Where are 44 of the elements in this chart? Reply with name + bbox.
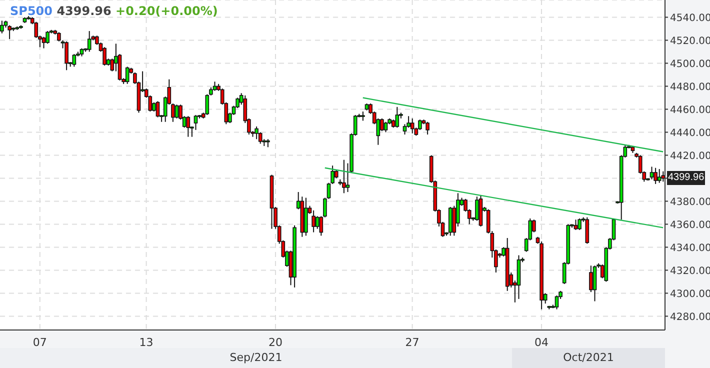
chart-title: SP500 <box>10 4 52 18</box>
candlestick <box>589 265 593 293</box>
candlestick <box>585 216 590 244</box>
text: Sep/2021 <box>0 348 512 368</box>
candlestick <box>361 111 365 122</box>
candlestick <box>0 20 4 34</box>
candlestick <box>578 218 582 230</box>
x-tick-label: 20 <box>268 336 282 349</box>
candlestick <box>574 219 578 230</box>
candlestick <box>174 104 179 119</box>
candlestick <box>426 121 430 136</box>
candlestick <box>156 100 160 118</box>
candlestick <box>87 30 92 52</box>
candlestick <box>592 265 597 302</box>
x-tick-label: 07 <box>32 336 47 349</box>
candlestick <box>254 126 258 140</box>
candlestick <box>42 36 46 49</box>
candlestick <box>194 114 198 130</box>
x-tick-label: 13 <box>139 336 154 349</box>
candlestick <box>342 159 346 194</box>
text: 4399.96 <box>667 171 706 186</box>
candlestick <box>384 121 388 133</box>
candlestick <box>125 66 130 84</box>
text: Oct/2021 <box>512 348 665 368</box>
candlestick <box>654 167 658 184</box>
candlestick <box>650 166 654 180</box>
candlestick <box>212 81 217 92</box>
candlestick <box>46 30 50 44</box>
annotation: 4399.96 <box>56 4 112 18</box>
candlestick <box>64 40 68 71</box>
candlestick <box>8 24 12 40</box>
candlestick <box>72 54 76 68</box>
candlestick <box>102 46 106 66</box>
candlestick <box>554 295 559 310</box>
candlestick <box>312 210 316 233</box>
annotation: +0.20(+0.00%) <box>116 4 218 18</box>
candlestick <box>380 118 384 132</box>
candlestick <box>186 116 190 138</box>
candlestick <box>315 216 320 230</box>
candlestick <box>395 106 400 128</box>
candlestick <box>657 168 662 184</box>
candlestick <box>410 118 414 134</box>
x-tick-label: 27 <box>405 336 420 349</box>
x-tick-label: 04 <box>534 336 548 349</box>
